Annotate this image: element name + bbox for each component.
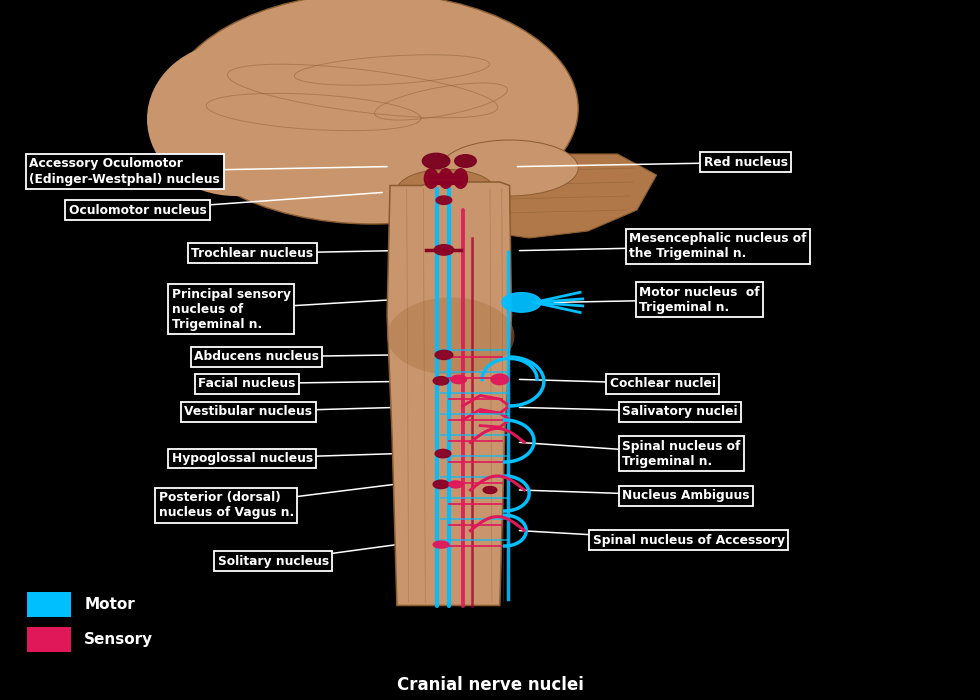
Text: Trochlear nucleus: Trochlear nucleus [191, 247, 397, 260]
Text: Cochlear nuclei: Cochlear nuclei [519, 377, 715, 390]
Polygon shape [387, 182, 512, 606]
Ellipse shape [434, 244, 454, 256]
Ellipse shape [483, 486, 497, 493]
Ellipse shape [451, 375, 466, 384]
Polygon shape [461, 154, 657, 238]
Ellipse shape [439, 169, 453, 188]
Ellipse shape [433, 480, 449, 489]
Text: Oculomotor nucleus: Oculomotor nucleus [69, 193, 382, 216]
Text: Abducens nucleus: Abducens nucleus [194, 351, 397, 363]
Text: Mesencephalic nucleus of
the Trigeminal n.: Mesencephalic nucleus of the Trigeminal … [519, 232, 807, 260]
Text: Principal sensory
nucleus of
Trigeminal n.: Principal sensory nucleus of Trigeminal … [172, 288, 395, 331]
Text: Sensory: Sensory [84, 632, 154, 648]
Ellipse shape [435, 449, 451, 458]
Text: Vestibular nucleus: Vestibular nucleus [184, 405, 397, 418]
Text: Facial nucleus: Facial nucleus [198, 377, 397, 390]
Ellipse shape [167, 0, 578, 224]
Ellipse shape [422, 153, 450, 169]
Text: Motor nucleus  of
Trigeminal n.: Motor nucleus of Trigeminal n. [554, 286, 760, 314]
Ellipse shape [147, 42, 323, 196]
Ellipse shape [491, 374, 509, 385]
Ellipse shape [436, 196, 452, 204]
Text: Solitary nucleus: Solitary nucleus [218, 545, 397, 568]
Ellipse shape [441, 140, 578, 196]
Text: Spinal nucleus of
Trigeminal n.: Spinal nucleus of Trigeminal n. [519, 440, 741, 468]
Ellipse shape [502, 293, 541, 312]
Ellipse shape [433, 377, 449, 385]
Text: Nucleus Ambiguus: Nucleus Ambiguus [519, 489, 750, 502]
Text: Cranial nerve nuclei: Cranial nerve nuclei [397, 676, 583, 694]
Text: Accessory Oculomotor
(Edinger-Westphal) nucleus: Accessory Oculomotor (Edinger-Westphal) … [29, 158, 387, 186]
Ellipse shape [435, 350, 453, 360]
FancyBboxPatch shape [27, 592, 71, 617]
Ellipse shape [424, 169, 438, 188]
Ellipse shape [449, 481, 463, 488]
Text: Posterior (dorsal)
nucleus of Vagus n.: Posterior (dorsal) nucleus of Vagus n. [159, 484, 394, 519]
Text: Spinal nucleus of Accessory: Spinal nucleus of Accessory [519, 531, 785, 547]
Ellipse shape [455, 155, 476, 167]
FancyBboxPatch shape [27, 627, 71, 652]
Text: Salivatory nuclei: Salivatory nuclei [519, 405, 738, 418]
Ellipse shape [454, 169, 467, 188]
Ellipse shape [433, 541, 449, 548]
Text: Motor: Motor [84, 597, 135, 612]
Text: Red nucleus: Red nucleus [517, 156, 788, 169]
Ellipse shape [397, 169, 495, 211]
Text: Hypoglossal nucleus: Hypoglossal nucleus [172, 452, 397, 465]
Ellipse shape [387, 298, 514, 374]
